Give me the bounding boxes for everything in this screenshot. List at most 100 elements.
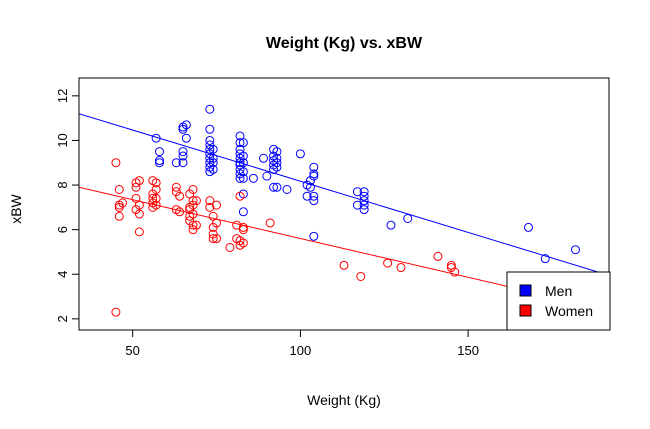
data-point-women: [188, 200, 198, 210]
data-point-women: [191, 220, 201, 230]
data-point-men: [238, 207, 248, 217]
data-point-men: [178, 151, 188, 161]
data-point-women: [151, 178, 161, 188]
data-point-men: [235, 138, 245, 148]
data-point-men: [309, 191, 319, 201]
y-tick-label: 2: [55, 315, 70, 322]
legend-box: [506, 271, 611, 331]
data-point-women: [238, 238, 248, 248]
data-point-men: [309, 196, 319, 206]
data-point-men: [178, 124, 188, 134]
data-point-men: [205, 104, 215, 114]
data-point-women: [205, 196, 215, 206]
data-point-women: [131, 205, 141, 215]
data-point-men: [205, 135, 215, 145]
data-point-men: [178, 147, 188, 157]
legend-swatch-men: [519, 284, 532, 297]
data-point-women: [188, 225, 198, 235]
x-tick-label: 50: [125, 343, 139, 358]
data-point-women: [450, 267, 460, 277]
data-point-men: [309, 169, 319, 179]
data-point-men: [208, 164, 218, 174]
data-point-women: [171, 182, 181, 192]
data-point-men: [272, 158, 282, 168]
data-point-men: [309, 162, 319, 172]
data-point-women: [208, 229, 218, 239]
data-point-men: [305, 182, 315, 192]
data-point-men: [208, 144, 218, 154]
data-point-women: [111, 307, 121, 317]
data-point-men: [238, 138, 248, 148]
data-point-women: [235, 191, 245, 201]
data-point-women: [134, 176, 144, 186]
data-point-men: [403, 213, 413, 223]
x-axis-label: Weight (Kg): [307, 392, 381, 408]
data-point-women: [118, 198, 128, 208]
data-point-women: [188, 220, 198, 230]
data-point-men: [540, 254, 550, 264]
data-point-men: [359, 191, 369, 201]
data-point-women: [151, 193, 161, 203]
data-point-men: [386, 220, 396, 230]
axes-group: 50 100 150 2 4 6 8 10 12: [55, 89, 479, 358]
y-tick-label: 8: [55, 181, 70, 188]
data-point-women: [151, 185, 161, 195]
data-point-men: [155, 158, 165, 168]
data-point-women: [212, 218, 222, 228]
data-point-men: [272, 162, 282, 172]
y-axis-label: xBW: [8, 193, 24, 223]
data-point-men: [238, 173, 248, 183]
y-tick-label: 4: [55, 271, 70, 278]
x-tick-label: 150: [457, 343, 479, 358]
data-point-men: [523, 222, 533, 232]
data-point-women: [151, 200, 161, 210]
data-point-men: [205, 124, 215, 134]
data-point-men: [309, 231, 319, 241]
data-point-men: [205, 144, 215, 154]
data-point-women: [134, 209, 144, 219]
data-points-group: [111, 104, 580, 317]
data-point-men: [238, 167, 248, 177]
data-point-men: [309, 171, 319, 181]
data-point-women: [205, 202, 215, 212]
data-point-men: [352, 200, 362, 210]
data-point-men: [258, 153, 268, 163]
data-point-men: [359, 200, 369, 210]
data-point-men: [171, 158, 181, 168]
data-point-women: [134, 200, 144, 210]
data-point-men: [151, 133, 161, 143]
data-point-women: [356, 271, 366, 281]
legend-swatch-women: [519, 304, 532, 317]
data-point-women: [232, 220, 242, 230]
data-point-men: [238, 158, 248, 168]
plot-frame: [78, 77, 610, 331]
data-point-women: [265, 218, 275, 228]
data-point-women: [188, 209, 198, 219]
data-point-women: [188, 185, 198, 195]
legend-label-women: Women: [545, 303, 593, 319]
data-point-men: [205, 153, 215, 163]
y-tick-label: 10: [55, 133, 70, 147]
data-point-women: [114, 185, 124, 195]
data-point-women: [111, 158, 121, 168]
data-point-women: [238, 222, 248, 232]
data-point-women: [134, 227, 144, 237]
data-point-men: [295, 149, 305, 159]
data-point-women: [238, 225, 248, 235]
data-point-women: [208, 234, 218, 244]
data-point-men: [272, 153, 282, 163]
data-point-men: [155, 156, 165, 166]
data-point-women: [339, 260, 349, 270]
data-point-women: [212, 234, 222, 244]
data-point-men: [208, 153, 218, 163]
data-point-men: [282, 185, 292, 195]
data-point-men: [238, 151, 248, 161]
data-point-men: [248, 173, 258, 183]
data-point-men: [272, 147, 282, 157]
data-point-men: [359, 196, 369, 206]
data-point-women: [188, 196, 198, 206]
data-point-women: [383, 258, 393, 268]
data-point-men: [155, 147, 165, 157]
data-point-men: [178, 158, 188, 168]
